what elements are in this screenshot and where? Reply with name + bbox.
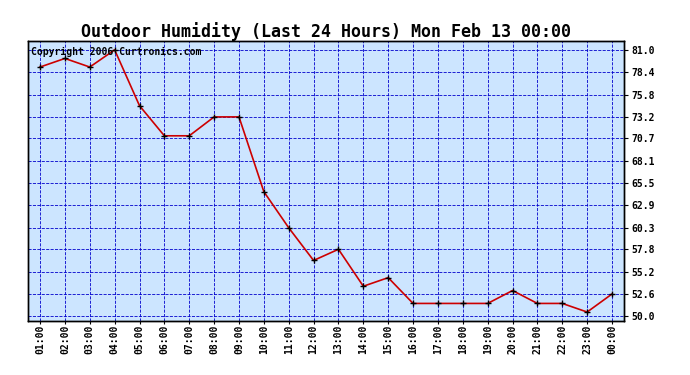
Text: Copyright 2006 Curtronics.com: Copyright 2006 Curtronics.com xyxy=(30,47,201,57)
Title: Outdoor Humidity (Last 24 Hours) Mon Feb 13 00:00: Outdoor Humidity (Last 24 Hours) Mon Feb… xyxy=(81,22,571,41)
